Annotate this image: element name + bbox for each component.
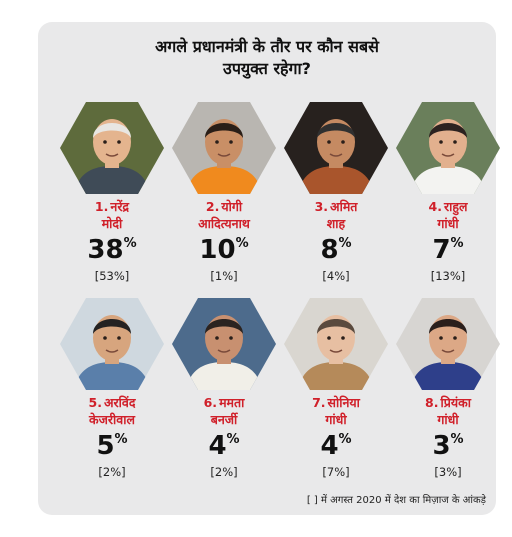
- candidate-name-line1: नरेंद्र: [110, 199, 130, 214]
- candidate-card: 3. अमित शाह 8% [4%]: [280, 102, 392, 292]
- candidate-portrait: [396, 102, 500, 194]
- current-percentage: 3%: [392, 431, 504, 461]
- candidate-name-line2: आदित्यनाथ: [198, 216, 250, 231]
- candidate-name: 8. प्रियंका गांधी: [392, 394, 504, 428]
- title-line-2: उपयुक्त रहेगा?: [223, 59, 311, 78]
- candidate-name-line1: राहुल: [443, 199, 468, 214]
- current-percentage: 4%: [280, 431, 392, 461]
- candidate-name-line1: ममता: [219, 395, 245, 410]
- percentage-value: 7: [432, 235, 451, 265]
- current-percentage: 8%: [280, 235, 392, 265]
- candidate-portrait: [396, 298, 500, 390]
- candidate-name-line2: गांधी: [437, 216, 459, 231]
- previous-percentage: [13%]: [430, 269, 466, 283]
- candidate-rank: 2.: [205, 199, 220, 214]
- candidate-name-line2: गांधी: [437, 412, 459, 427]
- candidate-rank: 1.: [94, 199, 109, 214]
- portrait-illustration: [60, 102, 164, 194]
- percent-sign: %: [338, 236, 352, 251]
- candidate-name-line1: सोनिया: [327, 395, 360, 410]
- portrait-illustration: [60, 298, 164, 390]
- percentage-value: 5: [96, 431, 115, 461]
- portrait-illustration: [396, 102, 500, 194]
- candidate-portrait: [60, 102, 164, 194]
- candidate-rank: 3.: [314, 199, 329, 214]
- candidate-name: 1. नरेंद्र मोदी: [56, 198, 168, 232]
- percent-sign: %: [226, 432, 240, 447]
- candidate-name: 5. अरविंद केजरीवाल: [56, 394, 168, 428]
- title-line-1: अगले प्रधानमंत्री के तौर पर कौन सबसे: [155, 37, 379, 56]
- percentage-value: 38: [87, 235, 124, 265]
- candidate-name-line1: अरविंद: [103, 395, 136, 410]
- percent-sign: %: [235, 236, 249, 251]
- candidate-card: 8. प्रियंका गांधी 3% [3%]: [392, 298, 504, 488]
- candidate-name-line2: गांधी: [325, 412, 347, 427]
- previous-percentage: [53%]: [94, 269, 130, 283]
- candidate-name: 4. राहुल गांधी: [392, 198, 504, 232]
- previous-percentage: [3%]: [434, 465, 462, 479]
- portrait-illustration: [284, 102, 388, 194]
- percent-sign: %: [338, 432, 352, 447]
- candidate-portrait: [172, 102, 276, 194]
- candidate-name-line2: मोदी: [101, 216, 123, 231]
- portrait-illustration: [172, 102, 276, 194]
- current-percentage: 5%: [56, 431, 168, 461]
- candidate-card: 2. योगी आदित्यनाथ 10% [1%]: [168, 102, 280, 292]
- candidate-name-line2: बनर्जी: [210, 412, 238, 427]
- percentage-value: 4: [320, 431, 339, 461]
- candidate-card: 7. सोनिया गांधी 4% [7%]: [280, 298, 392, 488]
- percentage-value: 8: [320, 235, 339, 265]
- footnote: [ ] में अगस्त 2020 में देश का मिज़ाज के …: [306, 495, 486, 506]
- candidate-portrait: [172, 298, 276, 390]
- candidate-card: 1. नरेंद्र मोदी 38% [53%]: [56, 102, 168, 292]
- current-percentage: 7%: [392, 235, 504, 265]
- previous-percentage: [1%]: [210, 269, 238, 283]
- candidate-name-line1: अमित: [330, 199, 358, 214]
- candidate-card: 4. राहुल गांधी 7% [13%]: [392, 102, 504, 292]
- percentage-value: 3: [432, 431, 451, 461]
- candidate-name-line2: केजरीवाल: [89, 412, 135, 427]
- percentage-value: 10: [199, 235, 236, 265]
- candidate-portrait: [284, 298, 388, 390]
- current-percentage: 38%: [56, 235, 168, 265]
- candidate-portrait: [60, 298, 164, 390]
- candidate-name: 6. ममता बनर्जी: [168, 394, 280, 428]
- portrait-illustration: [284, 298, 388, 390]
- portrait-illustration: [172, 298, 276, 390]
- candidate-portrait: [284, 102, 388, 194]
- percent-sign: %: [114, 432, 128, 447]
- current-percentage: 4%: [168, 431, 280, 461]
- candidate-card: 6. ममता बनर्जी 4% [2%]: [168, 298, 280, 488]
- current-percentage: 10%: [168, 235, 280, 265]
- candidate-name-line1: योगी: [221, 199, 243, 214]
- portrait-illustration: [396, 298, 500, 390]
- candidate-rank: 4.: [428, 199, 442, 214]
- previous-percentage: [2%]: [210, 465, 238, 479]
- candidate-rank: 5.: [88, 395, 102, 410]
- candidate-name: 7. सोनिया गांधी: [280, 394, 392, 428]
- percent-sign: %: [450, 432, 464, 447]
- candidate-name-line1: प्रियंका: [440, 395, 471, 410]
- candidate-name: 3. अमित शाह: [280, 198, 392, 232]
- percent-sign: %: [123, 236, 137, 251]
- previous-percentage: [4%]: [322, 269, 350, 283]
- previous-percentage: [2%]: [98, 465, 126, 479]
- candidate-card: 5. अरविंद केजरीवाल 5% [2%]: [56, 298, 168, 488]
- candidate-name: 2. योगी आदित्यनाथ: [168, 198, 280, 232]
- candidate-rank: 6.: [203, 395, 218, 410]
- candidate-rank: 7.: [312, 395, 326, 410]
- candidate-rank: 8.: [425, 395, 439, 410]
- percentage-value: 4: [208, 431, 227, 461]
- candidate-name-line2: शाह: [326, 216, 346, 231]
- previous-percentage: [7%]: [322, 465, 350, 479]
- chart-title: अगले प्रधानमंत्री के तौर पर कौन सबसे उपय…: [38, 36, 496, 80]
- percent-sign: %: [450, 236, 464, 251]
